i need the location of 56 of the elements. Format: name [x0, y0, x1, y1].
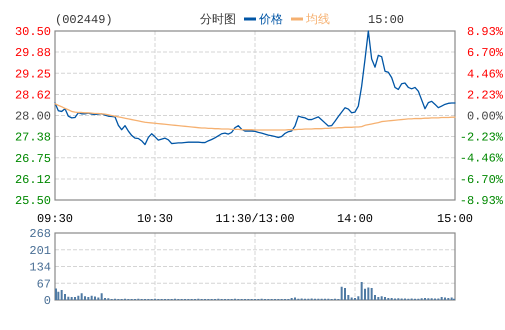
- bar: [360, 282, 363, 300]
- y-tick-label: 67: [36, 277, 51, 292]
- legend-label: 均线: [305, 12, 330, 26]
- y2-tick-label: -2.23%: [460, 130, 504, 145]
- y2-tick-label: 2.23%: [466, 88, 504, 102]
- x-tick-label: 15:00: [436, 212, 474, 226]
- bar: [57, 292, 60, 300]
- y2-tick-label: 4.46%: [466, 67, 504, 82]
- x-tick-label: 09:30: [36, 212, 74, 226]
- bar: [84, 296, 86, 300]
- chart-title: (002449): [55, 13, 113, 27]
- bar: [67, 296, 70, 300]
- bar: [377, 297, 380, 300]
- bar: [370, 288, 373, 300]
- y2-tick-label: -8.93%: [460, 194, 504, 208]
- bar: [70, 297, 73, 300]
- bar: [100, 293, 103, 300]
- y-tick-label: 0: [44, 294, 51, 308]
- y-tick-label: 134: [29, 260, 51, 274]
- bar: [55, 288, 57, 300]
- bar: [340, 286, 343, 300]
- y-tick-label: 201: [29, 244, 51, 258]
- bar: [367, 288, 370, 300]
- y-tick-label: 26.12: [14, 173, 51, 188]
- bar: [380, 296, 383, 300]
- y-tick-label: 29.88: [14, 46, 51, 60]
- y2-tick-label: 6.70%: [466, 46, 504, 60]
- x-tick-label: 11:30/13:00: [215, 212, 295, 226]
- bar: [440, 297, 443, 300]
- y-tick-label: 28.62: [14, 88, 51, 103]
- bar: [384, 297, 386, 300]
- y-tick-label: 28.00: [14, 110, 51, 124]
- y-tick-label: 29.25: [14, 67, 51, 82]
- y-tick-label: 30.50: [14, 25, 51, 39]
- bar: [60, 290, 63, 300]
- y2-tick-label: -4.46%: [460, 152, 504, 166]
- x-tick-label: 10:30: [136, 212, 174, 226]
- x-tick-label: 14:00: [336, 212, 374, 226]
- text: 15:00: [368, 13, 404, 27]
- bar: [90, 296, 93, 300]
- y-tick-label: 25.50: [14, 194, 51, 208]
- bar: [344, 288, 346, 300]
- y2-tick-label: -6.70%: [460, 172, 504, 187]
- y2-tick-label: 8.93%: [466, 25, 504, 39]
- bar: [94, 296, 96, 300]
- legend-label: 价格: [258, 12, 283, 26]
- bar: [87, 297, 90, 300]
- bar: [77, 296, 80, 300]
- chart-subtitle: 分时图: [200, 12, 236, 26]
- y2-tick-label: 0.00%: [466, 110, 504, 124]
- bar: [80, 293, 83, 300]
- y-tick-label: 268: [29, 227, 51, 241]
- bar: [74, 297, 76, 300]
- bar: [64, 294, 66, 300]
- y-tick-label: 27.38: [14, 130, 51, 144]
- y-tick-label: 26.75: [14, 152, 51, 166]
